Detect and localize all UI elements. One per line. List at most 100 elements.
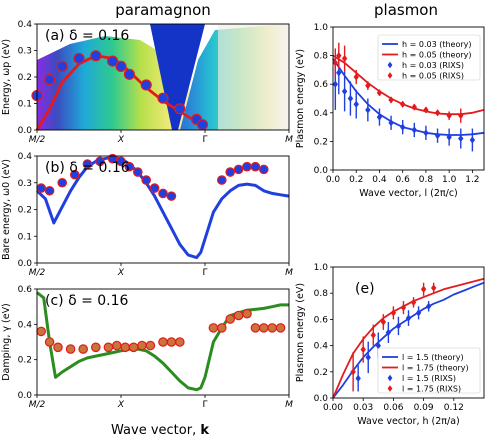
xtick-label-c: M <box>285 400 293 410</box>
xtick-label-a: Γ <box>202 135 207 145</box>
rixs-point-b <box>217 175 227 185</box>
rixs-diamond-d-0 <box>376 113 383 121</box>
legend-label-e: l = 1.75 (theory) <box>402 364 469 373</box>
rixs-point-b <box>70 169 80 180</box>
legend-label-d: h = 0.03 (RIXS) <box>402 61 464 70</box>
rixs-point-a <box>157 92 169 104</box>
rixs-diamond-d-0 <box>411 126 418 134</box>
rixs-point-c <box>250 323 261 333</box>
legend-marker-e <box>387 385 393 392</box>
panel-a: 0.0 0.1 0.2 0.3 0.4 M/2 X Γ M (a) δ = 0.16 Energy,… <box>1 20 293 145</box>
heatmap-hatch-right <box>218 24 289 130</box>
ytick-label-e: 1.0 <box>314 263 329 273</box>
legend-label-d: h = 0.05 (RIXS) <box>402 72 464 81</box>
ytick-label-c: 0.2 <box>18 356 32 366</box>
xtick-label-b: Γ <box>202 268 207 278</box>
panel-label-e: (e) <box>355 281 375 297</box>
rixs-point-a <box>73 52 85 65</box>
legend-marker-e <box>387 374 393 382</box>
rixs-diamond-d-1 <box>399 100 406 108</box>
rixs-point-b <box>242 161 252 172</box>
ytick-label-a: 0.0 <box>18 126 33 136</box>
rixs-point-a <box>43 74 56 86</box>
rixs-point-c <box>275 323 286 333</box>
rixs-point-c <box>208 323 219 333</box>
rixs-diamond-d-0 <box>365 106 371 114</box>
rixs-point-b <box>141 175 151 185</box>
xlabel-d: Wave vector, l (2π/c) <box>359 188 458 199</box>
rixs-diamond-d-1 <box>411 103 418 111</box>
rixs-diamond-e-1 <box>370 331 376 339</box>
rixs-point-b <box>95 156 105 167</box>
rixs-diamond-d-1 <box>365 82 371 90</box>
rixs-point-c <box>128 342 139 353</box>
panels-layer: 0.0 0.1 0.2 0.3 0.4 M/2 X Γ M (a) δ = 0.16 Energy,… <box>1 20 485 427</box>
heatmap-gamma-cone <box>150 24 205 130</box>
rixs-point-c <box>65 344 76 354</box>
rixs-diamond-d-1 <box>341 54 348 63</box>
ylabel-c: Damping, γ (eV) <box>1 303 12 381</box>
rixs-diamond-d-1 <box>353 73 359 81</box>
xtick-label-d: 1.2 <box>465 175 479 185</box>
frame-e <box>332 266 485 399</box>
rixs-diamond-d-1 <box>332 59 339 67</box>
ytick-label-e: 0.2 <box>314 368 328 378</box>
rixs-point-b <box>116 156 126 167</box>
rixs-point-c <box>258 323 269 333</box>
ytick-label-b: 0.3 <box>18 179 32 189</box>
xtick-label-d: 0.4 <box>372 175 387 185</box>
xtick-label-d: 1.0 <box>442 175 457 185</box>
rixs-diamond-e-1 <box>350 368 356 376</box>
panel-label-c: (c) δ = 0.16 <box>45 293 129 309</box>
xtick-label-c: Γ <box>202 400 207 410</box>
ytick-label-c: 0.0 <box>18 391 33 401</box>
rixs-point-b <box>225 167 235 177</box>
ytick-label-c: 0.6 <box>18 285 33 295</box>
xtick-label-b: M/2 <box>29 268 46 278</box>
rixs-diamond-d-0 <box>341 87 348 95</box>
rixs-point-b <box>133 167 143 177</box>
rixs-diamond-d-0 <box>469 136 476 144</box>
ytick-label-b: 0.0 <box>18 259 33 269</box>
rixs-diamond-d-0 <box>423 129 429 137</box>
rixs-diamond-e-0 <box>365 353 371 361</box>
rixs-diamond-e-0 <box>415 309 422 317</box>
rixs-diamond-e-0 <box>395 322 402 330</box>
rixs-diamond-d-0 <box>388 119 394 127</box>
rixs-point-b <box>149 183 160 193</box>
ylabel-a: Energy, ωp (eV) <box>1 39 12 115</box>
xtick-label-d: 0.0 <box>326 175 341 185</box>
rixs-point-a <box>115 60 127 73</box>
legend-marker-d <box>387 72 393 79</box>
left-title: paramagnon <box>115 1 211 19</box>
rixs-point-c <box>53 342 63 353</box>
rixs-diamond-e-1 <box>400 304 407 312</box>
rixs-point-c <box>103 342 114 353</box>
ytick-label-e: 0.0 <box>314 394 329 404</box>
legend-box-d <box>377 34 481 81</box>
rixs-point-b <box>258 164 269 175</box>
ytick-label-e: 0.4 <box>314 342 329 352</box>
series-line-d-0 <box>332 57 485 136</box>
series-line-e-1 <box>332 277 485 399</box>
ytick-label-e: 0.6 <box>314 315 329 325</box>
xtick-label-b: M <box>285 268 293 278</box>
xtick-label-e: 0.00 <box>323 403 343 413</box>
ytick-label-b: 0.4 <box>18 152 33 162</box>
rixs-diamond-d-1 <box>458 112 464 120</box>
left-xlabel-bold: k <box>200 423 209 438</box>
ytick-label-c: 0.4 <box>18 320 33 330</box>
legend-marker-d <box>387 61 393 69</box>
left-xlabel-text: Wave vector, <box>111 423 200 438</box>
rixs-point-c <box>91 342 101 353</box>
rixs-point-c <box>166 337 177 347</box>
series-line-d-1 <box>332 54 485 116</box>
frame-d <box>332 26 485 171</box>
rixs-point-a <box>196 119 209 131</box>
rixs-diamond-e-0 <box>375 342 381 350</box>
frame-b <box>36 155 290 264</box>
rixs-diamond-d-1 <box>376 89 383 97</box>
left-xlabel: Wave vector, k <box>111 423 209 438</box>
ytick-label-d: 0.6 <box>314 80 329 90</box>
rixs-diamond-d-1 <box>434 109 441 117</box>
